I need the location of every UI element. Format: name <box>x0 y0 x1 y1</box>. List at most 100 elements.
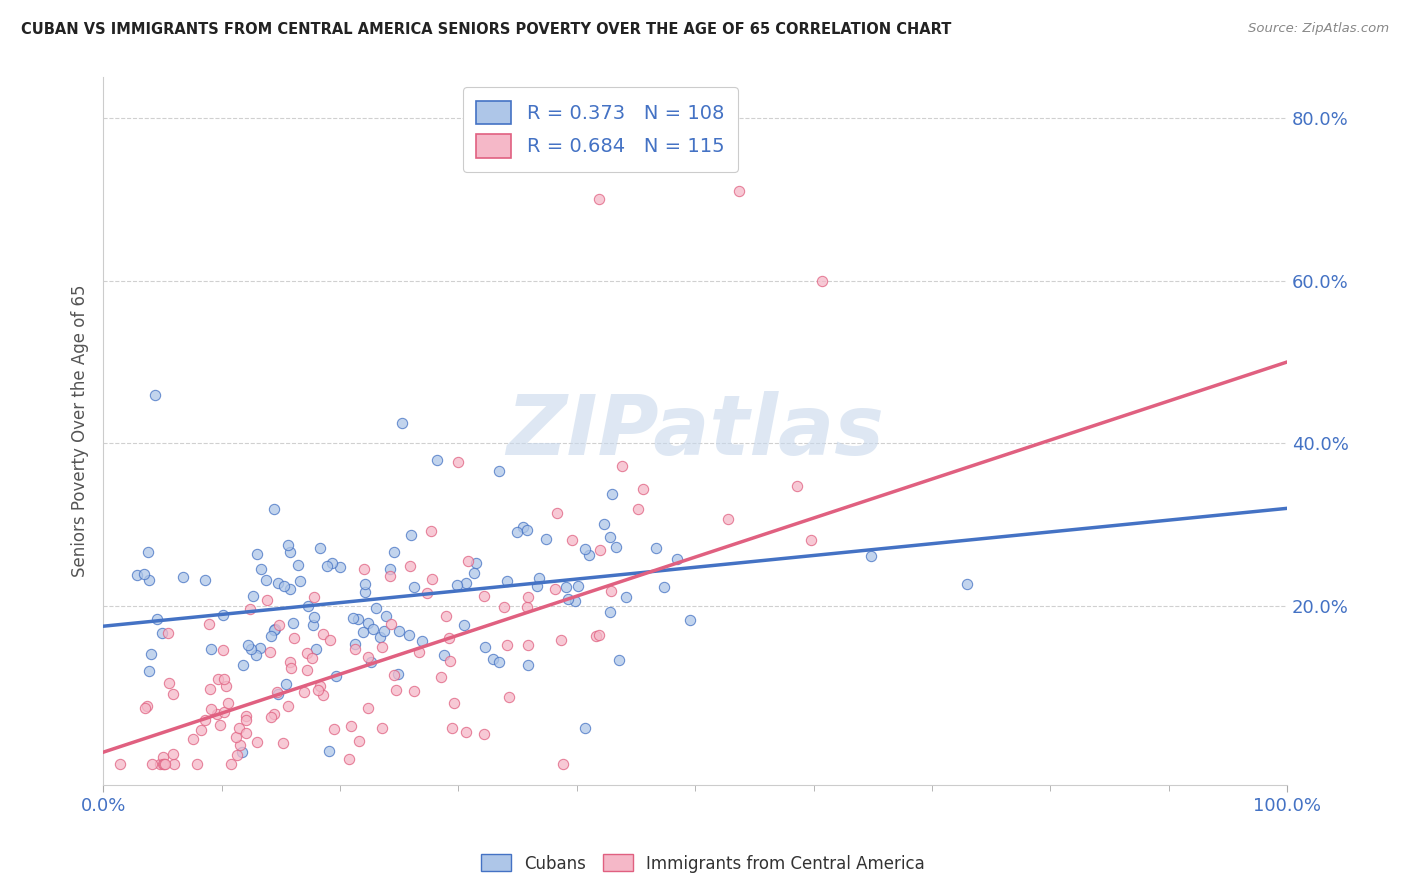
Point <box>127 567 149 582</box>
Point <box>295 663 318 677</box>
Point <box>495 638 517 652</box>
Point <box>453 618 475 632</box>
Point <box>368 630 391 644</box>
Point <box>256 573 278 587</box>
Point <box>138 665 160 679</box>
Point <box>360 655 382 669</box>
Point <box>231 745 253 759</box>
Point <box>214 679 236 693</box>
Point <box>786 479 808 493</box>
Point <box>498 690 520 705</box>
Point <box>488 465 510 479</box>
Point <box>267 618 290 632</box>
Point <box>357 615 380 630</box>
Point <box>312 688 335 702</box>
Point <box>416 586 439 600</box>
Point <box>463 566 485 580</box>
Point <box>354 576 377 591</box>
Point <box>280 582 302 596</box>
Point <box>402 580 425 594</box>
Point <box>526 579 548 593</box>
Point <box>209 718 232 732</box>
Point <box>433 648 456 662</box>
Point <box>139 647 162 661</box>
Point <box>588 628 610 642</box>
Point <box>574 542 596 557</box>
Point <box>495 574 517 588</box>
Point <box>337 752 360 766</box>
Point <box>616 590 638 604</box>
Point <box>263 624 285 638</box>
Point <box>321 556 343 570</box>
Point <box>652 580 675 594</box>
Text: Source: ZipAtlas.com: Source: ZipAtlas.com <box>1249 22 1389 36</box>
Point <box>474 727 496 741</box>
Point <box>430 670 453 684</box>
Point <box>260 710 283 724</box>
Point <box>536 532 558 546</box>
Point <box>302 591 325 605</box>
Point <box>153 757 176 772</box>
Point <box>273 736 295 750</box>
Point <box>380 569 402 583</box>
Point <box>388 624 411 638</box>
Point <box>644 541 666 555</box>
Point <box>517 657 540 672</box>
Point <box>482 652 505 666</box>
Point <box>599 605 621 619</box>
Point <box>214 672 236 686</box>
Point <box>411 634 433 648</box>
Point <box>398 627 420 641</box>
Point <box>557 592 579 607</box>
Point <box>266 685 288 699</box>
Point <box>141 757 163 772</box>
Point <box>454 575 477 590</box>
Point <box>239 602 262 616</box>
Point <box>385 682 408 697</box>
Point <box>259 645 281 659</box>
Point <box>352 625 374 640</box>
Point <box>600 584 623 599</box>
Point <box>260 629 283 643</box>
Point <box>318 744 340 758</box>
Point <box>564 594 586 608</box>
Point <box>194 713 217 727</box>
Point <box>516 599 538 614</box>
Point <box>181 731 204 746</box>
Point <box>246 735 269 749</box>
Point <box>135 699 157 714</box>
Point <box>610 458 633 473</box>
Point <box>374 609 396 624</box>
Point <box>308 679 330 693</box>
Point <box>316 558 339 573</box>
Point <box>281 615 304 630</box>
Point <box>361 623 384 637</box>
Point <box>956 577 979 591</box>
Point <box>627 502 650 516</box>
Point <box>263 707 285 722</box>
Point <box>578 548 600 562</box>
Point <box>512 520 534 534</box>
Point <box>287 558 309 573</box>
Point <box>727 184 749 198</box>
Point <box>225 731 247 745</box>
Point <box>278 656 301 670</box>
Point <box>516 591 538 605</box>
Point <box>588 193 610 207</box>
Point <box>228 721 250 735</box>
Point <box>380 617 402 632</box>
Point <box>232 657 254 672</box>
Point <box>347 612 370 626</box>
Point <box>200 701 222 715</box>
Point <box>357 650 380 665</box>
Point <box>132 567 155 582</box>
Point <box>267 687 290 701</box>
Point <box>197 616 219 631</box>
Point <box>555 580 578 594</box>
Point <box>162 687 184 701</box>
Point <box>153 757 176 772</box>
Point <box>212 607 235 622</box>
Point <box>391 416 413 430</box>
Point <box>529 571 551 585</box>
Point <box>267 576 290 591</box>
